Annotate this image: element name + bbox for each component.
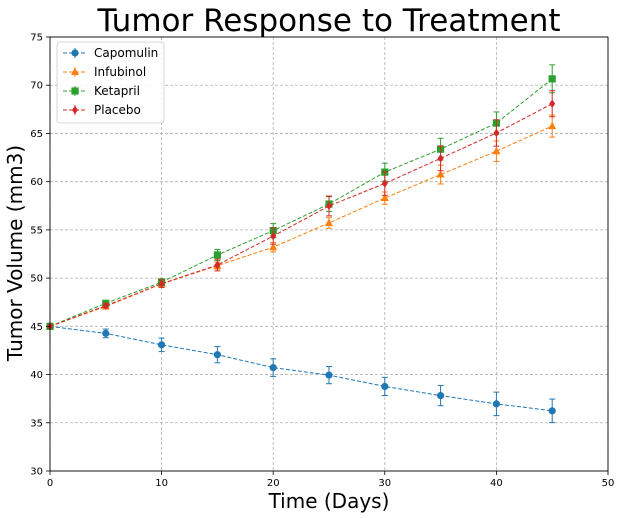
data-point-ketapril	[213, 251, 221, 259]
x-tick-label: 20	[267, 478, 280, 489]
x-tick-label: 0	[47, 478, 53, 489]
chart-title: Tumor Response to Treatment	[96, 3, 560, 39]
data-point-capomulin	[213, 351, 221, 359]
legend: Capomulin Infubinol Ketapril Placebo	[56, 41, 165, 124]
data-point-placebo	[549, 99, 556, 108]
legend-label-ketapril: Ketapril	[94, 84, 140, 98]
y-tick-label: 30	[30, 467, 43, 478]
legend-marker-ketapril	[71, 87, 79, 95]
data-point-infubinol	[325, 218, 333, 226]
series-line-ketapril	[49, 78, 553, 327]
legend-marker-capomulin	[71, 49, 79, 57]
data-point-capomulin	[492, 400, 500, 408]
data-point-capomulin	[548, 407, 556, 415]
y-tick-label: 70	[30, 81, 43, 92]
legend-marker-infubinol	[71, 67, 79, 75]
y-axis-label: Tumor Volume (mm3)	[3, 145, 27, 362]
data-point-placebo	[270, 231, 277, 241]
axis-ticks: 0 10 20 30 40 50 30 35 40 45 50 55 60 65 70 75	[30, 33, 614, 490]
legend-label-placebo: Placebo	[94, 103, 141, 117]
legend-item-infubinol: Infubinol	[63, 65, 146, 79]
series-placebo	[47, 90, 556, 331]
data-point-capomulin	[269, 364, 277, 372]
data-point-capomulin	[325, 371, 333, 379]
data-point-capomulin	[158, 341, 166, 349]
data-point-capomulin	[381, 382, 389, 391]
legend-item-ketapril: Ketapril	[63, 84, 140, 98]
plot-frame	[49, 36, 609, 472]
y-tick-label: 75	[30, 33, 43, 44]
x-tick-label: 40	[490, 478, 503, 489]
y-tick-label: 65	[30, 129, 43, 140]
data-point-capomulin	[437, 391, 445, 400]
legend-label-capomulin: Capomulin	[94, 46, 158, 60]
data-point-placebo	[493, 128, 500, 138]
data-point-placebo	[381, 179, 388, 188]
y-tick-label: 40	[30, 370, 43, 381]
data-point-infubinol	[380, 193, 389, 202]
series-line-placebo	[49, 103, 553, 327]
legend-label-infubinol: Infubinol	[94, 65, 146, 79]
series-line-infubinol	[49, 125, 553, 327]
x-tick-label: 30	[378, 478, 391, 489]
y-tick-label: 55	[30, 225, 43, 236]
data-point-infubinol	[492, 146, 501, 155]
data-point-placebo	[214, 260, 221, 270]
y-tick-label: 45	[30, 322, 43, 333]
y-tick-label: 35	[30, 418, 43, 429]
x-axis-label: Time (Days)	[268, 489, 390, 513]
y-tick-label: 60	[30, 177, 43, 188]
x-tick-label: 10	[155, 478, 168, 489]
data-point-placebo	[158, 279, 165, 288]
data-point-infubinol	[548, 121, 557, 130]
data-point-infubinol	[269, 242, 278, 251]
legend-item-placebo: Placebo	[63, 103, 141, 117]
x-tick-label: 50	[602, 478, 615, 489]
legend-box	[56, 41, 165, 124]
data-point-capomulin	[102, 329, 110, 337]
series-line-capomulin	[49, 325, 553, 412]
plot-series	[46, 64, 557, 424]
data-point-placebo	[326, 201, 332, 211]
data-point-placebo	[102, 301, 109, 310]
legend-marker-placebo	[72, 105, 78, 115]
y-tick-label: 50	[30, 274, 43, 285]
grid	[49, 36, 609, 472]
data-point-ketapril	[548, 75, 556, 83]
data-point-infubinol	[436, 170, 445, 178]
legend-item-capomulin: Capomulin	[63, 46, 158, 60]
data-point-placebo	[437, 154, 444, 163]
